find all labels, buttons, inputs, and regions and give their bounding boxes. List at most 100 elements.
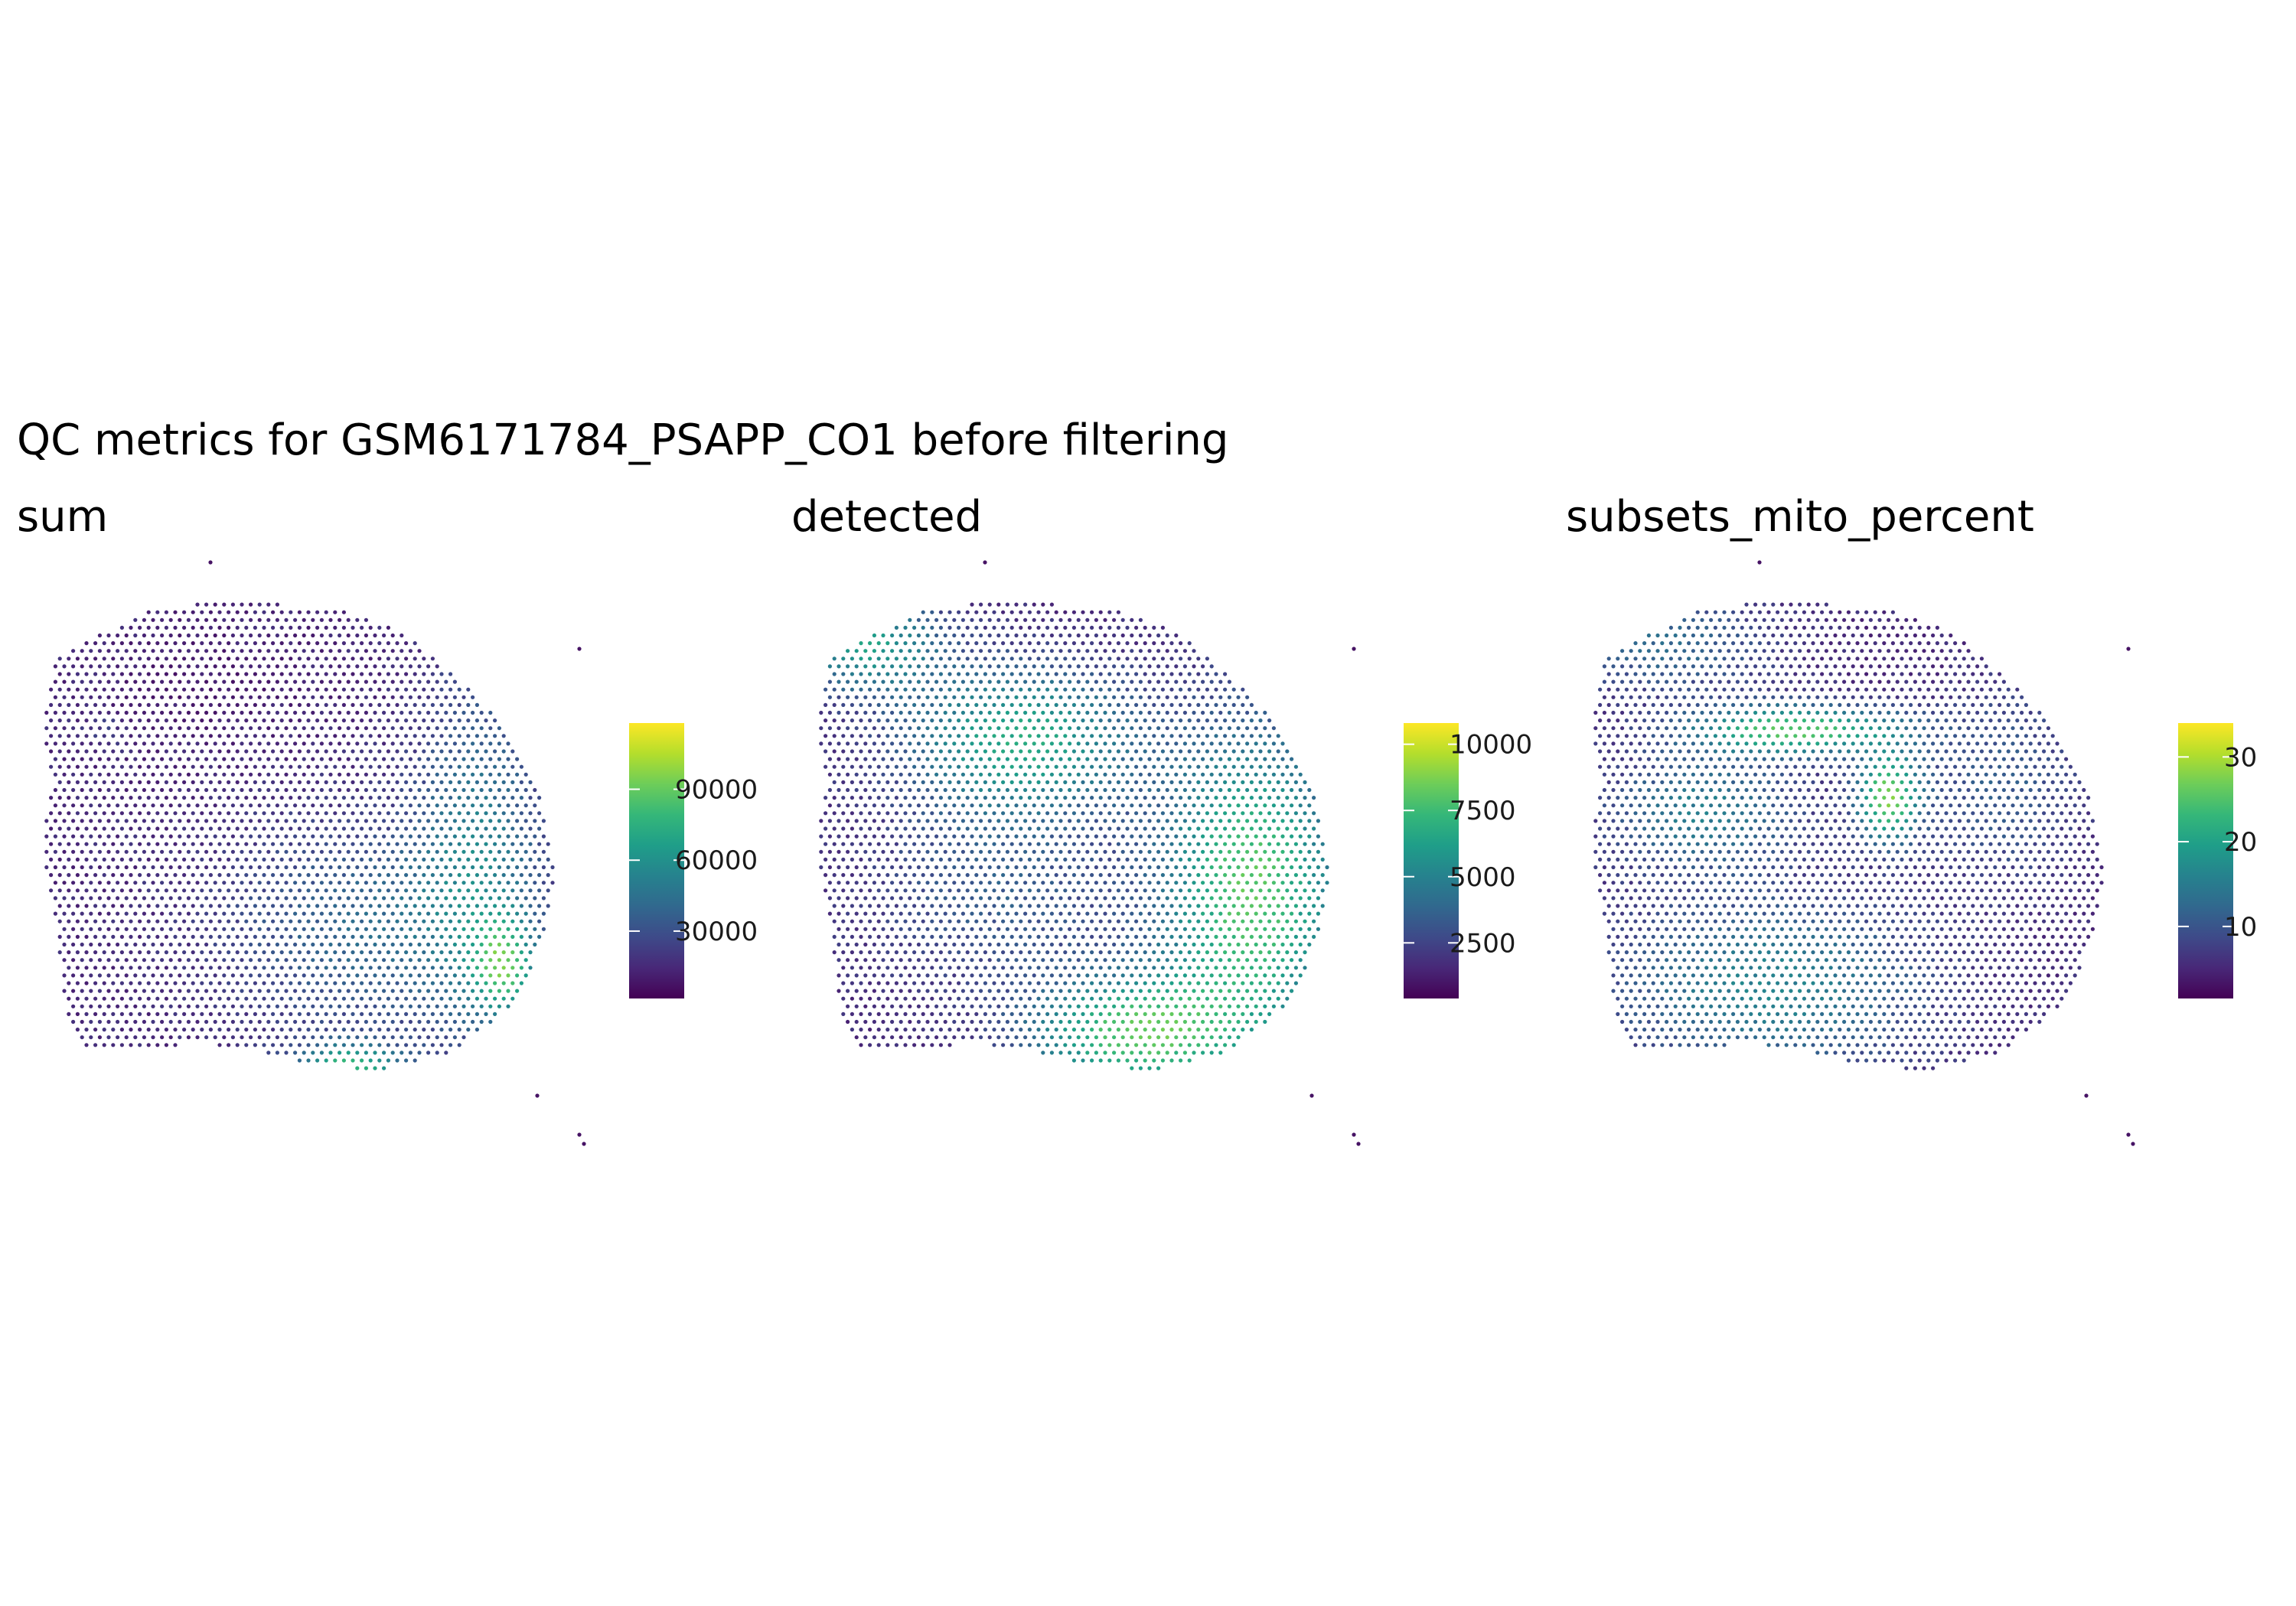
- spot: [493, 1011, 497, 1016]
- spot: [168, 973, 173, 978]
- spot: [1236, 819, 1241, 823]
- spot: [80, 679, 84, 684]
- spot: [386, 780, 390, 784]
- spot: [903, 796, 908, 800]
- spot: [138, 702, 142, 708]
- spot: [102, 904, 106, 908]
- spot: [71, 726, 76, 731]
- spot: [306, 764, 311, 769]
- spot: [67, 811, 71, 816]
- spot: [151, 787, 155, 793]
- spot: [475, 811, 480, 816]
- spot: [1049, 649, 1054, 653]
- spot: [404, 764, 409, 769]
- spot: [1058, 772, 1063, 777]
- spot: [319, 819, 324, 823]
- spot: [382, 881, 386, 885]
- spot: [111, 764, 116, 769]
- spot: [53, 710, 57, 715]
- spot: [899, 664, 903, 669]
- spot: [1134, 780, 1139, 784]
- spot: [925, 834, 930, 839]
- spot: [1174, 726, 1179, 731]
- spot: [1245, 757, 1250, 761]
- spot: [1276, 873, 1280, 878]
- spot: [1214, 687, 1218, 692]
- spot: [275, 787, 279, 793]
- spot: [1160, 764, 1165, 769]
- spot: [271, 625, 276, 630]
- spot: [497, 958, 502, 963]
- spot: [819, 865, 823, 870]
- spot: [1085, 741, 1090, 746]
- spot: [1049, 881, 1054, 885]
- spot: [200, 934, 204, 939]
- spot: [426, 911, 431, 916]
- spot: [324, 934, 328, 939]
- spot: [227, 842, 231, 846]
- spot: [1125, 857, 1130, 862]
- spot: [129, 981, 133, 985]
- spot: [1027, 796, 1032, 800]
- spot: [133, 958, 138, 963]
- spot: [1107, 842, 1112, 846]
- spot: [1249, 857, 1254, 862]
- spot: [217, 811, 222, 816]
- spot: [943, 617, 947, 622]
- spot: [501, 811, 506, 816]
- spot: [328, 819, 333, 823]
- spot: [461, 989, 466, 993]
- spot: [1290, 849, 1294, 854]
- spot: [1005, 679, 1009, 684]
- spot: [501, 749, 506, 754]
- spot: [186, 710, 191, 715]
- spot: [386, 1058, 390, 1063]
- spot: [908, 617, 912, 622]
- spot: [1009, 718, 1014, 723]
- spot: [400, 695, 404, 699]
- spot: [1071, 656, 1076, 661]
- spot: [311, 942, 315, 947]
- spot: [934, 911, 939, 916]
- spot: [364, 757, 368, 761]
- spot: [227, 981, 231, 985]
- spot: [257, 741, 262, 746]
- spot: [240, 1035, 244, 1040]
- spot: [1227, 741, 1231, 746]
- spot: [364, 710, 368, 715]
- spot: [970, 911, 974, 916]
- spot: [324, 857, 328, 862]
- spot: [1027, 780, 1032, 784]
- spot: [230, 834, 235, 839]
- spot: [1227, 849, 1231, 854]
- spot: [279, 873, 284, 878]
- spot: [885, 656, 890, 661]
- spot: [408, 710, 413, 715]
- spot: [979, 819, 983, 823]
- spot: [823, 796, 828, 800]
- spot: [164, 610, 168, 614]
- spot: [1001, 888, 1006, 893]
- spot: [302, 911, 306, 916]
- spot: [1258, 904, 1263, 908]
- spot: [253, 966, 257, 970]
- spot: [1027, 904, 1032, 908]
- spot: [1041, 695, 1045, 699]
- spot: [244, 842, 249, 846]
- spot: [257, 602, 262, 607]
- spot: [1001, 625, 1006, 630]
- spot: [240, 710, 244, 715]
- spot: [1254, 911, 1258, 916]
- spot: [360, 780, 364, 784]
- spot: [417, 942, 422, 947]
- spot: [62, 803, 67, 808]
- spot: [324, 811, 328, 816]
- spot: [230, 649, 235, 653]
- spot: [346, 865, 351, 870]
- spot: [253, 996, 257, 1001]
- spot: [151, 726, 155, 731]
- spot: [1214, 826, 1218, 831]
- spot: [97, 726, 102, 731]
- spot: [484, 1011, 488, 1016]
- spot: [390, 896, 395, 901]
